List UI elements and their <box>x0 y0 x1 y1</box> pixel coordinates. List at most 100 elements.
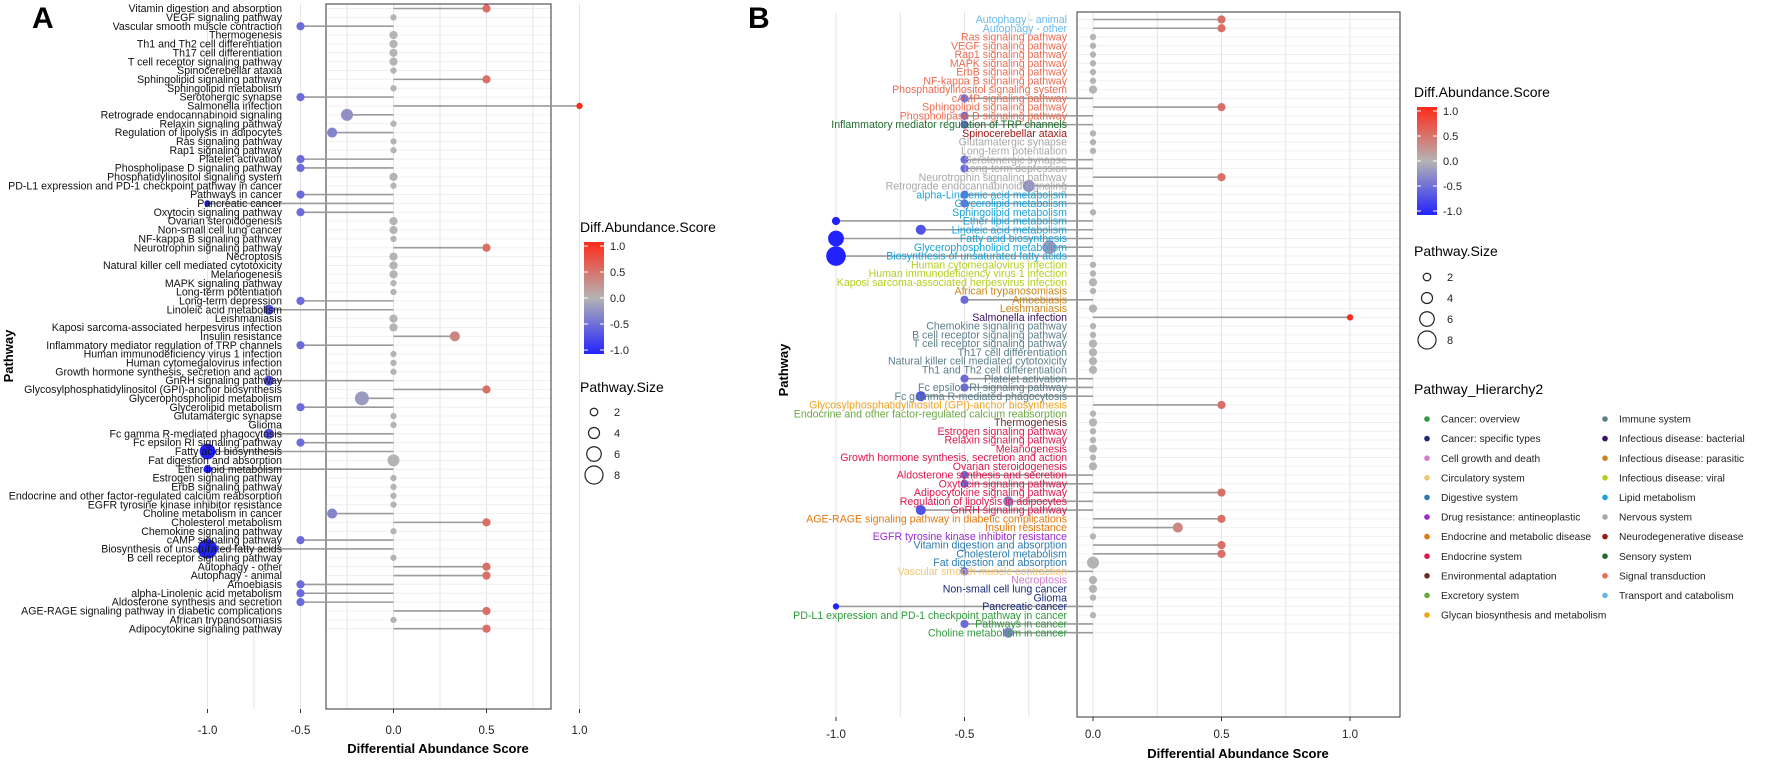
lollipop-point <box>390 235 397 243</box>
pathway-label: Phospholipase D signaling pathway <box>115 163 283 175</box>
pathway-label: Natural killer cell mediated cytotoxicit… <box>888 356 1068 368</box>
lollipop-point <box>296 22 305 31</box>
lollipop-point <box>389 217 398 226</box>
pathway-label: Human immunodeficiency virus 1 infection <box>84 349 283 361</box>
lollipop-point <box>1217 173 1226 182</box>
pathway-label: Human cytomegalovirus infection <box>126 358 282 370</box>
size-legend-circle <box>586 446 602 462</box>
x-tick-label: -0.5 <box>291 725 311 737</box>
pathway-label: Th17 cell differentiation <box>173 47 282 59</box>
lollipop-point <box>1089 42 1097 49</box>
pathway-label: Melanogenesis <box>996 443 1067 455</box>
pathway-label: Adipocytokine signaling pathway <box>129 623 283 635</box>
lollipop-point <box>1022 179 1035 192</box>
pathway-label: Melanogenesis <box>211 269 282 281</box>
pathway-label: Thermogenesis <box>994 417 1067 429</box>
chart-a-points <box>197 4 583 633</box>
lollipop-point <box>1089 77 1097 84</box>
pathway-label: Aldosterone synthesis and secretion <box>897 470 1067 482</box>
pathway-label: Serotonergic synapse <box>180 92 283 104</box>
size-legend-label: 2 <box>614 407 620 419</box>
pathway-label: Estrogen signaling pathway <box>152 473 282 485</box>
hierarchy-legend-swatch <box>1424 573 1430 579</box>
chart-b-color-legend-title: Diff.Abundance.Score <box>1414 84 1550 100</box>
lollipop-point <box>1088 365 1098 374</box>
lollipop-point <box>1217 541 1226 550</box>
hierarchy-legend-swatch <box>1602 514 1608 520</box>
pathway-label: Retrograde endocannabinoid signaling <box>101 109 283 121</box>
pathway-label: cAMP signaling pathway <box>952 93 1068 105</box>
pathway-label: Adipocytokine signaling pathway <box>914 487 1068 499</box>
lollipop-point <box>390 14 397 21</box>
x-tick-label: 0.5 <box>1214 729 1230 741</box>
lollipop-point <box>960 383 969 392</box>
pathway-label: Choline metabolism in cancer <box>143 508 282 520</box>
pathway-label: B cell receptor signaling pathway <box>912 329 1068 341</box>
pathway-label: T cell receptor signaling pathway <box>128 56 283 68</box>
chart-b-hierarchy-legend: Cancer: overview Cancer: specific types Ce… <box>1424 415 1745 622</box>
lollipop-point <box>960 295 969 304</box>
hierarchy-legend-swatch <box>1602 455 1608 462</box>
lollipop-point <box>390 616 397 623</box>
lollipop-point <box>449 331 460 342</box>
lollipop-point <box>1089 594 1097 601</box>
lollipop-point <box>831 216 841 226</box>
lollipop-point <box>1003 496 1014 507</box>
hierarchy-legend-label: Glycan biosynthesis and metabolism <box>1441 611 1606 622</box>
lollipop-point <box>1088 278 1098 287</box>
lollipop-point <box>327 127 338 138</box>
pathway-label: GnRH signaling pathway <box>165 375 282 387</box>
chart-a-size-legend-title: Pathway.Size <box>580 379 664 395</box>
hierarchy-legend-swatch <box>1602 416 1608 422</box>
lollipop-point <box>296 163 305 173</box>
hierarchy-legend-swatch <box>1424 612 1430 618</box>
hierarchy-legend-swatch <box>1424 553 1430 559</box>
pathway-label: PD-L1 expression and PD-1 checkpoint pat… <box>8 180 282 192</box>
lollipop-point <box>1089 287 1097 295</box>
lollipop-point <box>1089 454 1097 461</box>
pathway-label: Non-small cell lung cancer <box>158 225 283 237</box>
colorbar-tick-label: 0.0 <box>610 293 625 305</box>
lollipop-point <box>1088 339 1098 348</box>
pathway-label: Phosphatidylinositol signaling system <box>892 84 1067 96</box>
hierarchy-legend-swatch <box>1602 475 1608 481</box>
lollipop-point <box>1088 304 1098 313</box>
lollipop-point <box>960 470 969 480</box>
lollipop-point <box>1217 488 1226 497</box>
pathway-label: Estrogen signaling pathway <box>937 426 1067 438</box>
colorbar-tick-label: 0.5 <box>1443 131 1458 143</box>
pathway-label: Regulation of lipolysis in adipocytes <box>115 127 282 139</box>
pathway-label: Leishmaniasis <box>1000 303 1067 315</box>
lollipop-point <box>389 225 398 235</box>
chart-a-stems <box>207 7 580 630</box>
pathway-label: MAPK signaling pathway <box>165 278 283 290</box>
pathway-label: Growth hormone synthesis, secretion and … <box>840 452 1067 464</box>
hierarchy-legend-label: Environmental adaptation <box>1441 571 1557 582</box>
pathway-label: Long-term depression <box>964 163 1067 175</box>
pathway-label: Endocrine and other factor-regulated cal… <box>794 408 1067 420</box>
size-legend-circle <box>1420 291 1434 305</box>
lollipop-point <box>296 155 305 164</box>
pathway-label: Pathways in cancer <box>190 189 282 201</box>
lollipop-point <box>1217 103 1226 112</box>
pathway-label: Chemokine signaling pathway <box>926 321 1067 333</box>
hierarchy-legend-label: Infectious disease: parasitic <box>1619 454 1744 465</box>
hierarchy-legend-swatch <box>1602 494 1608 501</box>
lollipop-point <box>1089 33 1097 41</box>
pathway-label: AGE-RAGE signaling pathway in diabetic c… <box>806 513 1067 525</box>
pathway-label: Necroptosis <box>226 251 282 263</box>
x-tick-label: 0.0 <box>386 725 402 737</box>
x-tick-label: 1.0 <box>1342 729 1358 741</box>
size-legend-circle <box>1422 272 1432 282</box>
pathway-label: Long-term depression <box>179 295 282 307</box>
pathway-label: VEGF signaling pathway <box>166 12 283 24</box>
lollipop-point <box>390 528 397 535</box>
pathway-label: Natural killer cell mediated cytotoxicit… <box>103 260 283 272</box>
lollipop-point <box>1088 584 1098 594</box>
x-tick-label: -0.5 <box>955 729 975 741</box>
hierarchy-legend-label: Cancer: overview <box>1441 415 1520 426</box>
lollipop-point <box>1089 130 1097 137</box>
hierarchy-legend-swatch <box>1602 592 1608 599</box>
pathway-label: Thermogenesis <box>209 30 282 42</box>
